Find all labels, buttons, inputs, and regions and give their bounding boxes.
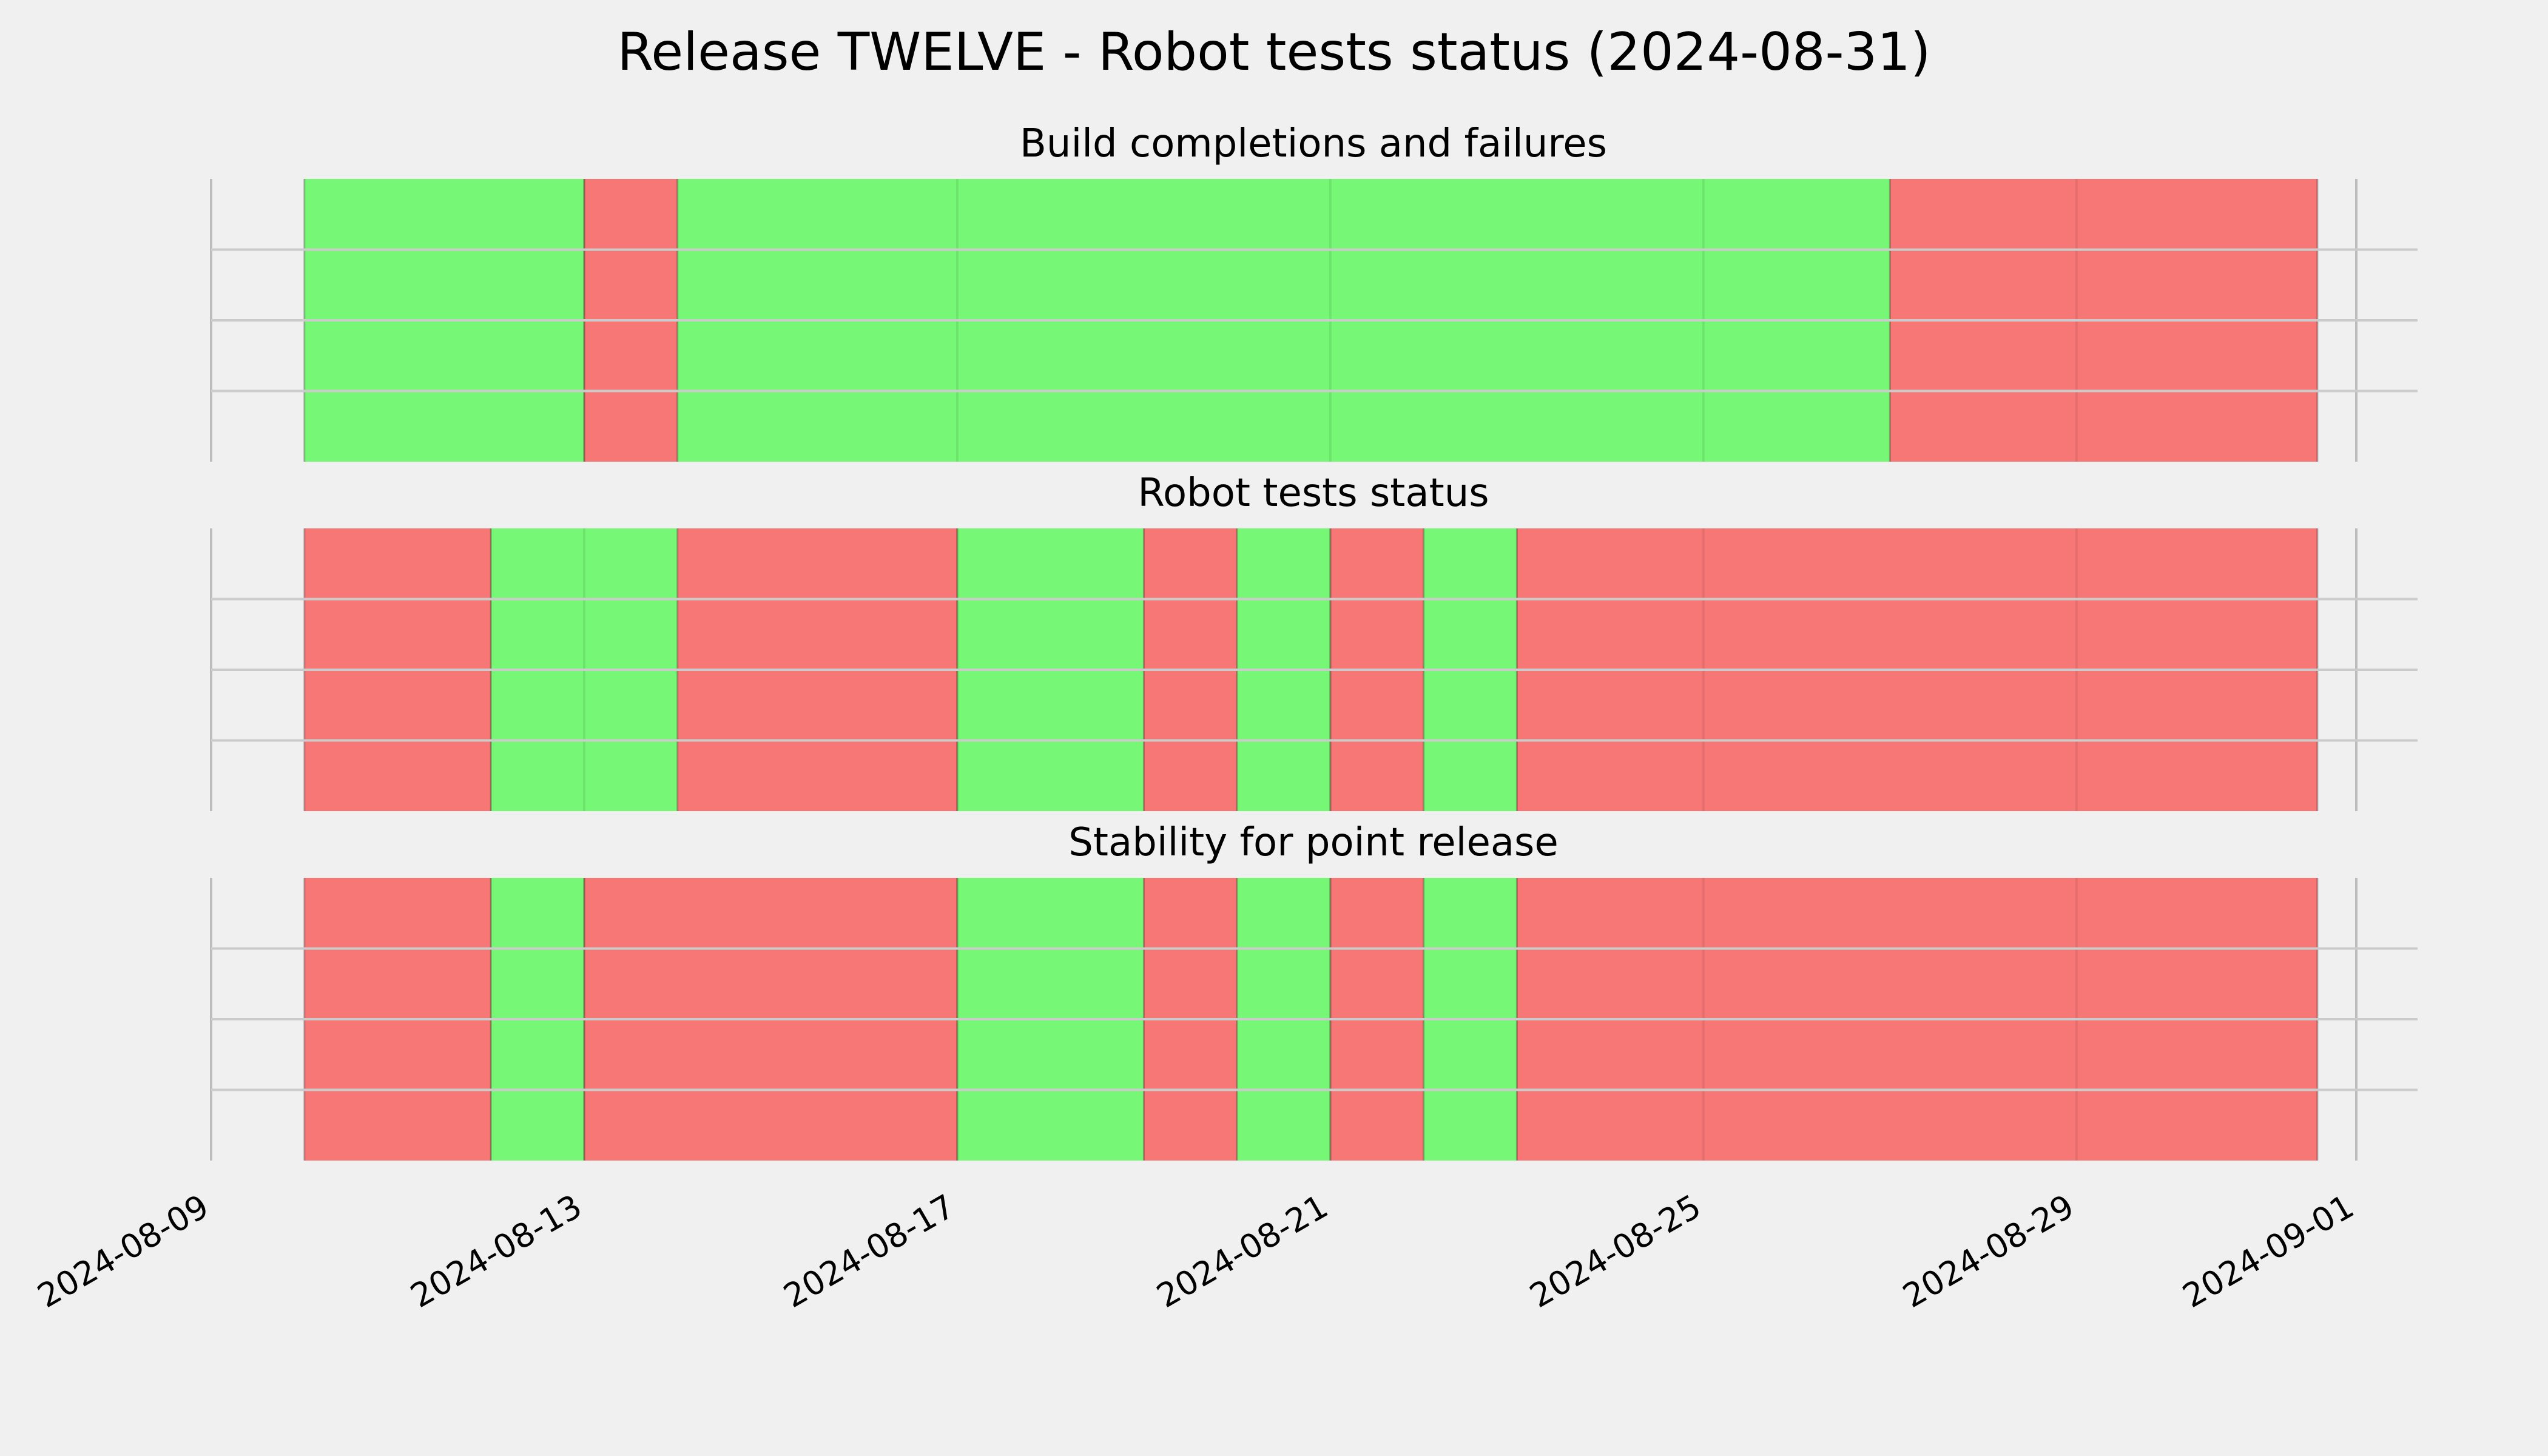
panel-title: Stability for point release — [1068, 820, 1559, 865]
panel-title: Robot tests status — [1138, 471, 1489, 516]
chart-title: Release TWELVE - Robot tests status (202… — [617, 22, 1930, 83]
panel-2: Robot tests status — [210, 471, 2418, 811]
panel-1: Build completions and failures — [210, 121, 2418, 462]
panel-3: Stability for point release — [210, 820, 2418, 1161]
panel-title: Build completions and failures — [1020, 121, 1607, 166]
